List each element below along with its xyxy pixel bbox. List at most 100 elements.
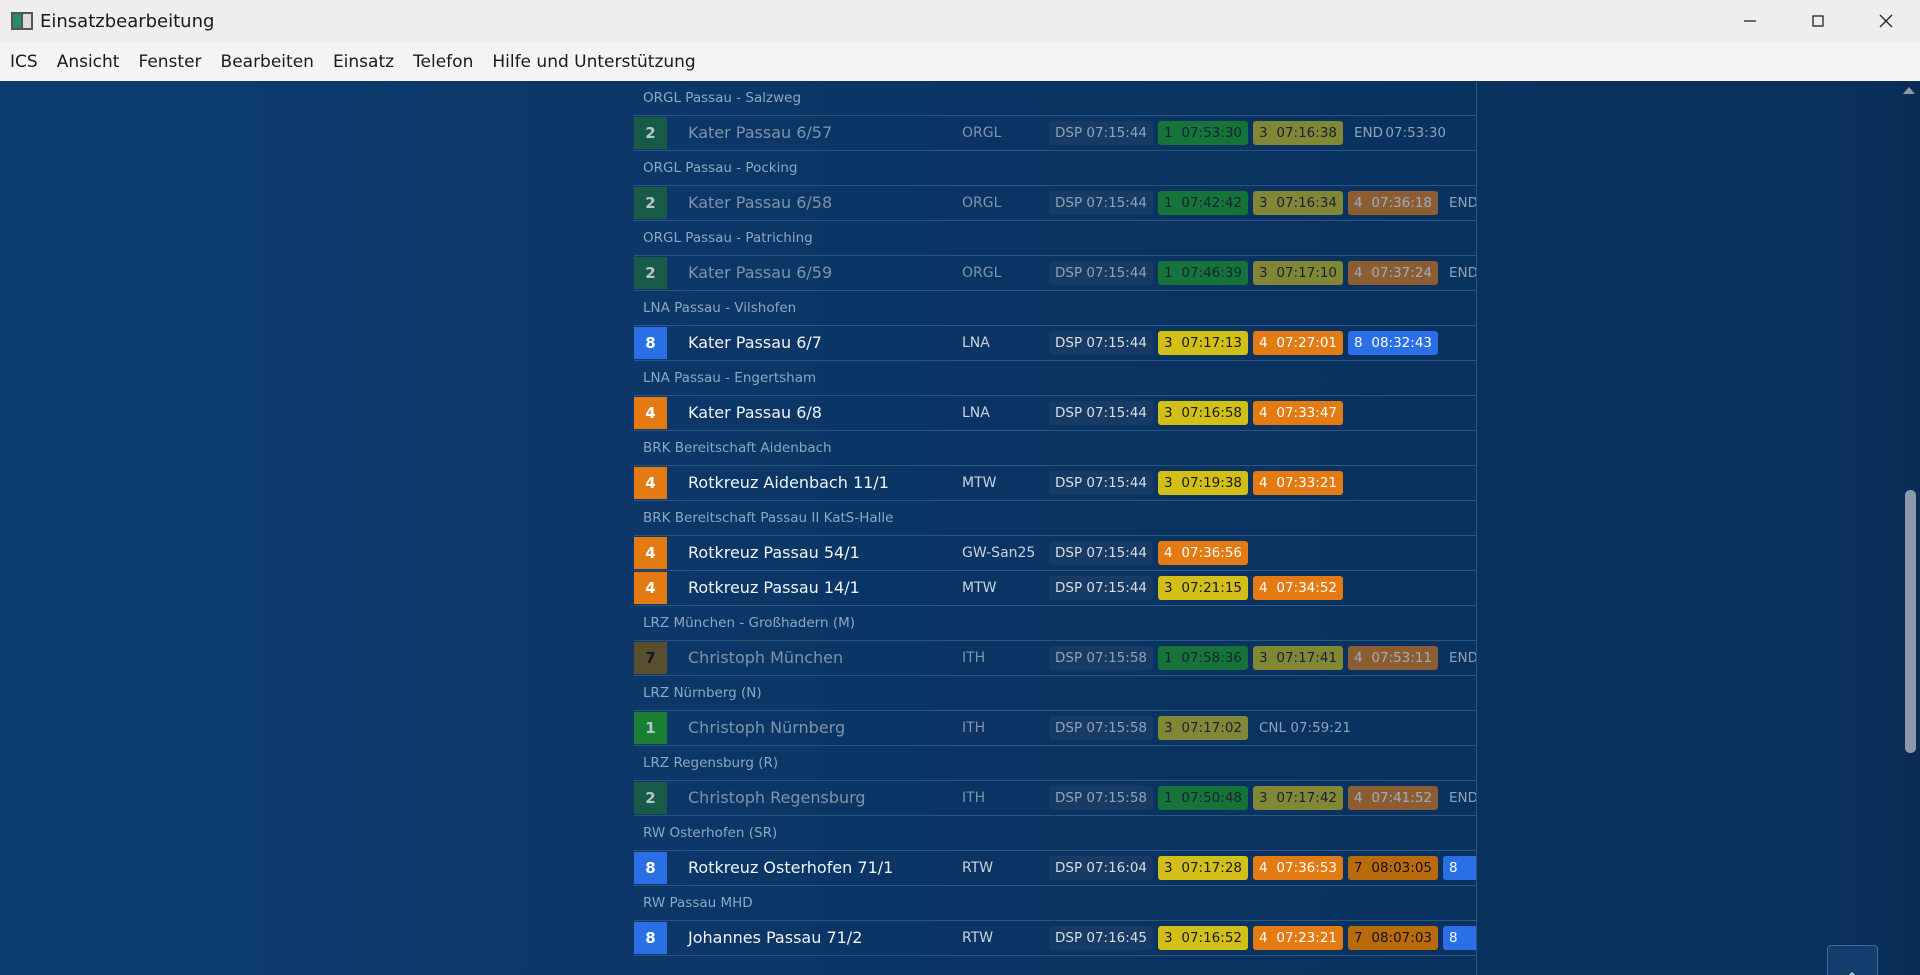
status-code: CNL (1259, 720, 1287, 736)
unit-row[interactable]: 4 Rotkreuz Aidenbach 11/1 MTW DSP 07:15:44 3 0… (634, 466, 1476, 501)
unit-row[interactable]: 8 Kater Passau 6/7 LNA DSP 07:15:44 3 07:17:13… (634, 326, 1476, 361)
unit-row[interactable]: 7 Christoph München ITH DSP 07:15:58 1 07:58:3… (634, 641, 1476, 676)
status-chip: 4 07:33:21 (1253, 471, 1343, 495)
status-chip: 3 07:17:42 (1253, 786, 1343, 810)
unit-row[interactable]: 2 Kater Passau 6/59 ORGL DSP 07:15:44 1 07:46:… (634, 256, 1476, 291)
status-time: 07:19:38 (1181, 475, 1242, 491)
status-history: DSP 07:15:44 1 07:42:42 3 07:16:34 4 07:36:18 EN… (1049, 191, 1476, 215)
unit-row[interactable]: 4 Kater Passau 6/8 LNA DSP 07:15:44 3 07:16:58… (634, 396, 1476, 431)
status-code: 1 (1164, 265, 1173, 281)
menu-item[interactable]: Hilfe und Unterstützung (492, 51, 696, 72)
status-code: 4 (1354, 265, 1363, 281)
status-chip: DSP 07:15:44 (1049, 191, 1153, 215)
status-code: 8 (1449, 860, 1458, 876)
maximize-button[interactable] (1807, 11, 1829, 31)
status-time: 07:17:13 (1181, 335, 1242, 351)
scroll-up[interactable] (1898, 81, 1920, 101)
status-code: END (1449, 650, 1477, 666)
status-code: 4 (1259, 335, 1268, 351)
unit-row[interactable]: 4 Rotkreuz Passau 14/1 MTW DSP 07:15:44 3 07:2… (634, 571, 1476, 606)
status-chip: END 07:53:30 (1348, 121, 1452, 145)
status-chip: 3 07:16:34 (1253, 191, 1343, 215)
unit-row[interactable]: 2 Kater Passau 6/57 ORGL DSP 07:15:44 1 07:53:… (634, 116, 1476, 151)
unit-row[interactable]: 8 Rotkreuz Osterhofen 71/1 RTW DSP 07:16:04 3… (634, 851, 1476, 886)
status-time: 07:37:24 (1371, 265, 1432, 281)
status-time: 07:16:34 (1276, 195, 1337, 211)
status-code: DSP (1055, 790, 1083, 806)
menu-item[interactable]: Einsatz (332, 51, 395, 72)
status-code: 3 (1164, 580, 1173, 596)
scroll-thumb[interactable] (1905, 490, 1916, 753)
status-chip: 3 07:19:38 (1158, 471, 1248, 495)
menu-item[interactable]: Ansicht (56, 51, 120, 72)
status-history: DSP 07:16:45 3 07:16:52 4 07:23:21 7 08:07:03 8 (1049, 926, 1476, 950)
status-code: 3 (1164, 860, 1173, 876)
status-badge: 2 (634, 187, 667, 219)
group-header: RW Passau MHD (634, 886, 1476, 921)
close-button[interactable] (1875, 11, 1897, 31)
status-time: 07:33:47 (1276, 405, 1337, 421)
status-time: 07:17:42 (1276, 790, 1337, 806)
status-code: 4 (1259, 860, 1268, 876)
status-code: 3 (1164, 405, 1173, 421)
menu-bar: ICS Ansicht Fenster Bearbeiten Einsatz Telefo… (0, 42, 1920, 81)
unit-row[interactable]: 1 Christoph Nürnberg ITH DSP 07:15:58 3 07:17:… (634, 711, 1476, 746)
status-chip: DSP 07:15:44 (1049, 576, 1153, 600)
status-code: 4 (1354, 195, 1363, 211)
status-time: 07:23:21 (1276, 930, 1337, 946)
status-chip: 4 07:36:56 (1158, 541, 1248, 565)
status-code: 3 (1164, 720, 1173, 736)
unit-list: ORGL Passau - Salzweg 2 Kater Passau 6/57 O… (634, 81, 1477, 975)
unit-type: MTW (962, 580, 997, 596)
status-code: END (1449, 265, 1477, 281)
status-chip: DSP 07:15:44 (1049, 121, 1153, 145)
status-chip: 4 07:27:01 (1253, 331, 1343, 355)
unit-row[interactable]: 2 Christoph Regensburg ITH DSP 07:15:58 1 07:5… (634, 781, 1476, 816)
status-time: 07:17:28 (1181, 860, 1242, 876)
status-code: 3 (1259, 125, 1268, 141)
unit-type: ORGL (962, 195, 1002, 211)
unit-type: RTW (962, 860, 994, 876)
status-time: 07:15:44 (1086, 125, 1147, 141)
unit-name: Rotkreuz Aidenbach 11/1 (688, 473, 889, 492)
unit-type: LNA (962, 405, 990, 421)
status-time: 07:16:38 (1276, 125, 1337, 141)
status-time: 07:15:58 (1086, 790, 1147, 806)
status-time: 07:16:45 (1086, 930, 1147, 946)
status-code: 7 (1354, 930, 1363, 946)
group-header: LNA Passau - Engertsham (634, 361, 1476, 396)
menu-item[interactable]: Bearbeiten (220, 51, 314, 72)
status-code: 7 (1354, 860, 1363, 876)
status-time: 07:15:44 (1086, 405, 1147, 421)
status-badge: 7 (634, 642, 667, 674)
unit-row[interactable]: 2 Kater Passau 6/58 ORGL DSP 07:15:44 1 07:42:… (634, 186, 1476, 221)
menu-item[interactable]: Fenster (138, 51, 202, 72)
status-chip: 1 07:58:36 (1158, 646, 1248, 670)
unit-name: Christoph München (688, 648, 844, 667)
status-history: DSP 07:15:44 3 07:17:13 4 07:27:01 8 08:32:43 (1049, 331, 1438, 355)
status-time: 07:53:30 (1181, 125, 1242, 141)
menu-item[interactable]: Telefon (413, 51, 474, 72)
unit-row[interactable]: 8 Johannes Passau 71/2 RTW DSP 07:16:45 3 07:1… (634, 921, 1476, 956)
minimize-button[interactable] (1739, 11, 1761, 31)
status-code: END (1354, 125, 1384, 141)
status-time: 07:15:44 (1086, 545, 1147, 561)
status-code: 3 (1164, 930, 1173, 946)
scroll-to-top-button[interactable] (1827, 945, 1878, 975)
status-code: 3 (1259, 650, 1268, 666)
status-badge: 8 (634, 852, 667, 884)
status-time: 08:03:05 (1371, 860, 1432, 876)
status-time: 07:17:10 (1276, 265, 1337, 281)
status-chip: DSP 07:15:58 (1049, 716, 1153, 740)
status-badge: 4 (634, 572, 667, 604)
status-history: DSP 07:15:58 1 07:58:36 3 07:17:41 4 07:53:11 EN… (1049, 646, 1477, 670)
status-time: 07:27:01 (1276, 335, 1337, 351)
scrollbar[interactable] (1898, 81, 1920, 975)
unit-name: Kater Passau 6/59 (688, 263, 833, 282)
status-badge: 8 (634, 922, 667, 954)
status-chip: DSP 07:15:44 (1049, 401, 1153, 425)
unit-row[interactable]: 4 Rotkreuz Passau 54/1 GW-San25 DSP 07:15:44… (634, 536, 1476, 571)
menu-item[interactable]: ICS (10, 51, 38, 72)
status-chip: 3 07:16:58 (1158, 401, 1248, 425)
unit-type: LNA (962, 335, 990, 351)
